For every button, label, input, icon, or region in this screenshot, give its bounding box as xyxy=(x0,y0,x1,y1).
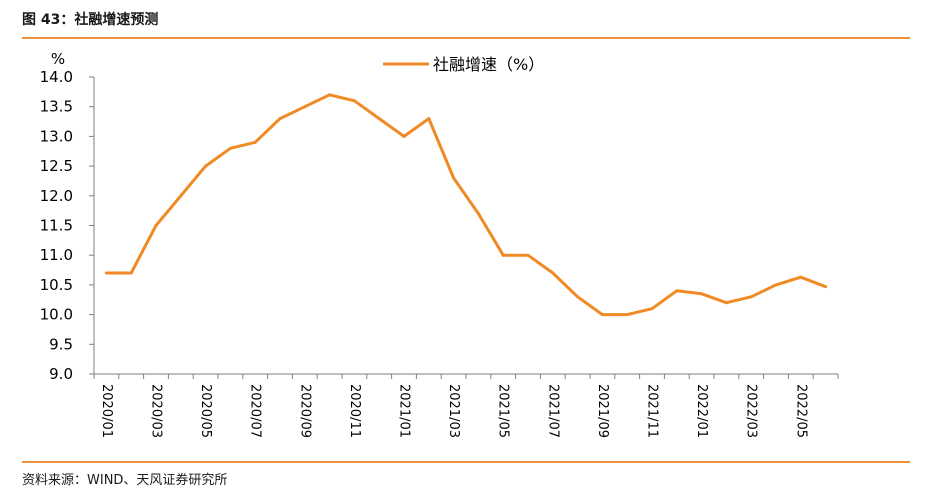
x-tick-label: 2021/01 xyxy=(397,384,412,438)
y-tick-label: 14.0 xyxy=(40,68,73,86)
data-point xyxy=(179,194,183,198)
y-tick-label: 11.0 xyxy=(40,246,73,264)
figure-source: 资料来源：WIND、天风证券研究所 xyxy=(22,473,228,488)
y-tick-label: 9.0 xyxy=(49,365,73,383)
data-point xyxy=(600,313,604,317)
bottom-rule xyxy=(22,461,910,463)
x-tick-label: 2021/07 xyxy=(545,384,560,438)
x-tick-label: 2022/03 xyxy=(744,384,759,438)
y-axis-unit-label: % xyxy=(51,50,65,68)
data-point xyxy=(402,134,406,138)
x-tick-label: 2021/03 xyxy=(446,384,461,438)
data-point xyxy=(427,117,431,121)
data-point xyxy=(204,164,208,168)
data-point xyxy=(650,307,654,311)
data-point xyxy=(526,253,530,257)
y-tick-label: 10.0 xyxy=(40,306,73,324)
chart-axes: % 9.0 9.5 10.0 10.5 11.0 11.5 12.0 12.5 13.0 13.5 1… xyxy=(40,50,839,438)
data-point xyxy=(253,140,257,144)
x-tick-label: 2022/01 xyxy=(694,384,709,438)
y-tick-label: 13.0 xyxy=(40,127,73,145)
data-point xyxy=(774,283,778,287)
data-point xyxy=(625,313,629,317)
data-point xyxy=(278,117,282,121)
data-point xyxy=(749,295,753,299)
data-point xyxy=(377,117,381,121)
x-tick-label: 2021/05 xyxy=(496,384,511,438)
y-tick-label: 12.0 xyxy=(40,187,73,205)
data-point xyxy=(799,275,803,279)
data-point xyxy=(104,271,108,275)
y-tick-label: 12.5 xyxy=(40,157,73,175)
x-tick-label: 2020/05 xyxy=(198,384,213,438)
x-tick-label: 2021/11 xyxy=(645,384,660,438)
y-tick-label: 9.5 xyxy=(49,335,73,353)
data-point xyxy=(129,271,133,275)
data-point xyxy=(824,285,828,289)
chart-legend: 社融增速（%） xyxy=(383,55,544,74)
data-point xyxy=(700,292,704,296)
y-tick-label: 11.5 xyxy=(40,217,73,235)
x-tick-label: 2020/03 xyxy=(149,384,164,438)
x-tick-label: 2020/09 xyxy=(297,384,312,438)
x-tick-label: 2022/05 xyxy=(793,384,808,438)
data-point xyxy=(328,93,332,97)
data-point xyxy=(501,253,505,257)
data-point xyxy=(576,295,580,299)
x-tick-label: 2020/01 xyxy=(99,384,114,438)
data-point xyxy=(724,301,728,305)
data-point xyxy=(352,99,356,103)
data-point xyxy=(303,105,307,109)
figure-title: 图 43：社融增速预测 xyxy=(22,12,159,28)
data-point xyxy=(476,212,480,216)
x-tick-label: 2020/07 xyxy=(248,384,263,438)
legend-label: 社融增速（%） xyxy=(433,55,544,74)
y-tick-label: 10.5 xyxy=(40,276,73,294)
y-tick-label: 13.5 xyxy=(40,98,73,116)
series-line xyxy=(104,93,828,317)
data-point xyxy=(154,224,158,227)
chart-plot xyxy=(104,93,828,317)
x-tick-label: 2020/11 xyxy=(347,384,362,438)
top-rule xyxy=(22,37,910,39)
data-point xyxy=(551,271,555,275)
data-point xyxy=(675,289,679,293)
x-tick-label: 2021/09 xyxy=(595,384,610,438)
data-point xyxy=(228,146,232,150)
data-point xyxy=(452,176,456,180)
